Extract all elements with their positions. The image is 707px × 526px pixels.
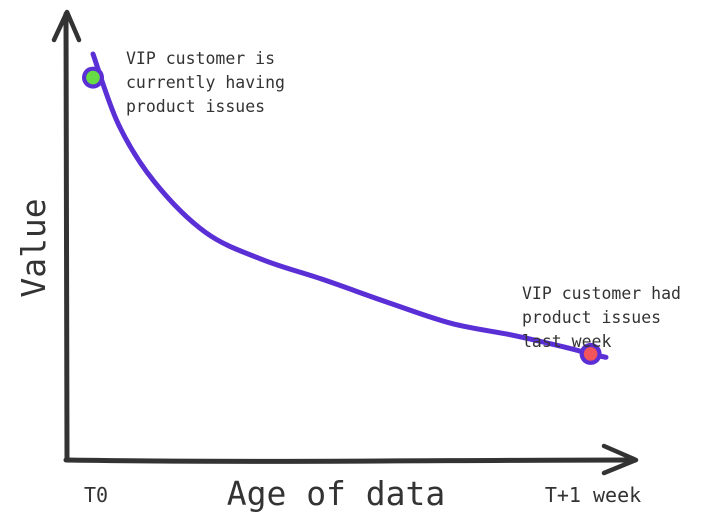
annotation-1-line-2: currently having — [126, 73, 285, 92]
y-axis-line — [63, 11, 70, 461]
annotation-last-week-issue: VIP customer had product issues last week — [522, 284, 681, 351]
annotation-1-line-3: product issues — [126, 97, 265, 116]
highlight-points — [82, 66, 602, 365]
x-axis-label: Age of data — [227, 474, 446, 513]
annotation-2-line-1: VIP customer had — [522, 284, 681, 303]
highlight-point-1 — [86, 70, 100, 85]
axes — [51, 9, 639, 476]
y-axis-label: Value — [14, 198, 53, 297]
annotation-current-issue: VIP customer is currently having product i… — [126, 49, 285, 116]
highlight-point-2 — [583, 347, 598, 361]
annotation-1-line-1: VIP customer is — [126, 49, 275, 68]
x-tick-label-t0: T0 — [84, 483, 108, 507]
y-axis-arrow — [51, 9, 82, 43]
annotation-2-line-2: product issues — [522, 308, 661, 327]
x-axis-line — [63, 457, 637, 464]
x-axis-arrow — [601, 443, 639, 476]
annotation-2-line-3: last week — [522, 332, 611, 351]
series-line — [90, 51, 609, 360]
x-tick-label-t1-week: T+1 week — [545, 483, 641, 507]
